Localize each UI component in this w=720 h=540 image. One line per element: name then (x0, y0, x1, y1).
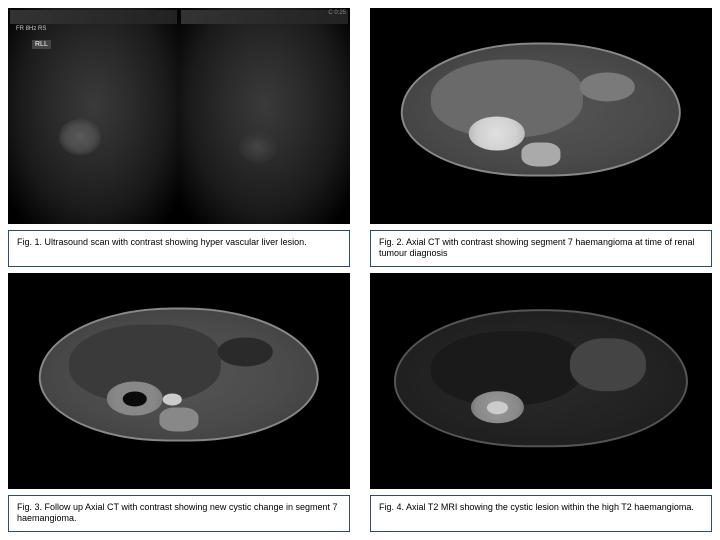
figure-2-caption: Fig. 2. Axial CT with contrast showing s… (370, 230, 712, 267)
ultrasound-lesion (59, 119, 101, 155)
stomach-region (218, 338, 273, 367)
haemangioma-lesion (471, 391, 523, 423)
figure-3-caption: Fig. 3. Follow up Axial CT with contrast… (8, 495, 350, 532)
ct-outline (401, 42, 681, 176)
figure-3-image (8, 273, 350, 489)
ultrasound-rll-label: RLL (32, 40, 51, 49)
spine-region (522, 143, 561, 166)
lung-region (570, 338, 645, 392)
cystic-center (487, 401, 508, 414)
ultrasound-time-label: C 0:25 (328, 10, 346, 16)
figure-1-caption: Fig. 1. Ultrasound scan with contrast sh… (8, 230, 350, 267)
figure-1-image: FR 8Hz RS RLL C 0:25 (8, 8, 350, 224)
spine-region (160, 408, 199, 431)
figure-4-image (370, 273, 712, 489)
figure-2-image (370, 8, 712, 224)
mri-body (394, 309, 688, 447)
figure-4-caption: Fig. 4. Axial T2 MRI showing the cystic … (370, 495, 712, 532)
haemangioma-lesion (469, 117, 524, 151)
ct-body (39, 307, 319, 441)
aorta-region (162, 394, 181, 406)
stomach-region (580, 73, 635, 102)
haemangioma-lesion (107, 382, 162, 416)
ultrasound-overlay-label: FR 8Hz RS (16, 26, 46, 33)
ultrasound-lesion-2 (239, 131, 277, 163)
ultrasound-panel-left: FR 8Hz RS RLL (8, 8, 179, 224)
ultrasound-panel-right: C 0:25 (179, 8, 350, 224)
ct-outline (39, 307, 319, 441)
mri-outline (394, 309, 688, 447)
cystic-center (123, 391, 147, 406)
ct-body (401, 42, 681, 176)
